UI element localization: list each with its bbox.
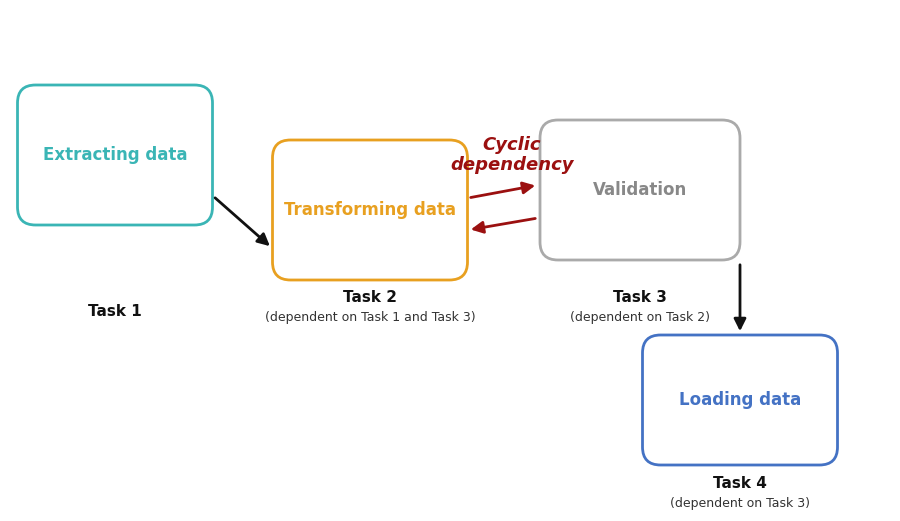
Text: Cyclic
dependency: Cyclic dependency [450,135,574,175]
Text: Task 4: Task 4 [713,476,767,490]
Text: Validation: Validation [593,181,687,199]
FancyBboxPatch shape [643,335,838,465]
FancyBboxPatch shape [540,120,740,260]
Text: Loading data: Loading data [679,391,801,409]
Text: Extracting data: Extracting data [43,146,187,164]
Text: (dependent on Task 1 and Task 3): (dependent on Task 1 and Task 3) [265,312,475,325]
Text: Task 1: Task 1 [88,304,142,319]
Text: Task 3: Task 3 [613,291,667,305]
Text: Transforming data: Transforming data [284,201,456,219]
FancyBboxPatch shape [273,140,467,280]
Text: Task 2: Task 2 [343,291,397,305]
Text: (dependent on Task 2): (dependent on Task 2) [570,312,710,325]
Text: (dependent on Task 3): (dependent on Task 3) [670,497,810,510]
FancyBboxPatch shape [17,85,212,225]
